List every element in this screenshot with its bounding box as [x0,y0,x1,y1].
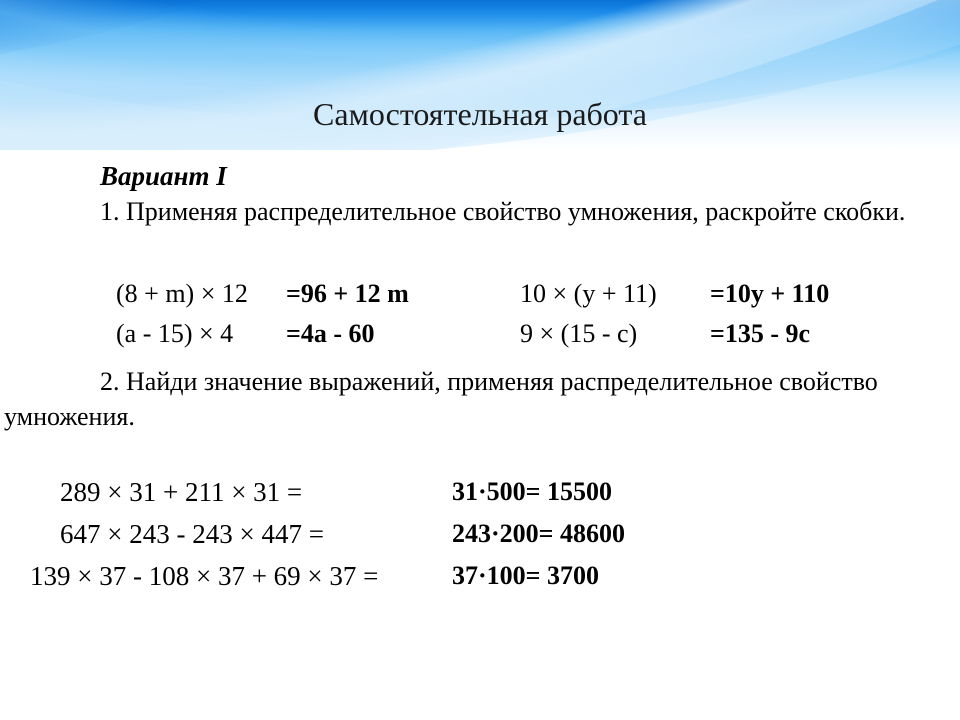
task-1-number: 1. [100,197,120,226]
content-area: Вариант I 1. Применяя распределительное … [0,150,960,720]
task1-row2-left-expr: (a - 15) × 4 [116,316,233,351]
task-2-text: 2. Найди значение выражений, применяя ра… [4,364,954,434]
task-2-body: Найди значение выражений, применяя распр… [4,367,878,431]
task1-row2-right-expr: 9 × (15 - c) [520,316,637,351]
slide-banner: Самостоятельная работа [0,0,960,150]
banner-swoosh [0,0,600,80]
task2-line3-ans: 37·100= 3700 [452,558,599,593]
task1-row2-right-ans: =135 - 9c [710,316,810,351]
task-2-number: 2. [100,367,120,396]
task1-row1-left-ans: =96 + 12 m [286,276,409,311]
task2-line3-expr: 139 × 37 - 108 × 37 + 69 × 37 = [30,558,378,594]
task-1-body: Применяя распределительное свойство умно… [126,197,905,226]
variant-heading: Вариант I [100,158,227,194]
task-1-text: 1. Применяя распределительное свойство у… [4,194,954,229]
task1-row2-left-ans: =4a - 60 [286,316,374,351]
task1-row1-right-ans: =10y + 110 [710,276,829,311]
task2-line2-expr: 647 × 243 - 243 × 447 = [60,516,324,552]
task2-line1-expr: 289 × 31 + 211 × 31 = [60,474,302,510]
task1-row1-right-expr: 10 × (y + 11) [520,276,657,311]
task2-line2-ans: 243·200= 48600 [452,516,625,551]
page-title: Самостоятельная работа [0,96,960,133]
task1-row1-left-expr: (8 + m) × 12 [116,276,248,311]
task2-line1-ans: 31·500= 15500 [452,474,612,509]
